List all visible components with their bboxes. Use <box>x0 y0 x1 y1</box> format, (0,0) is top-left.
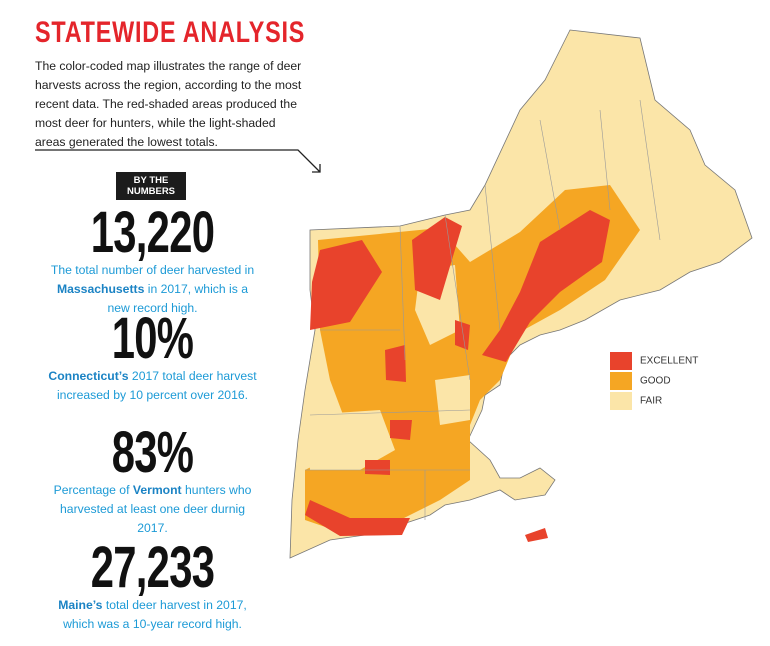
stat-figure: 13,220 <box>90 200 215 265</box>
stat-figure: 83% <box>111 420 194 485</box>
intro: The color-coded map illustrates the rang… <box>35 59 302 149</box>
stat-description: Percentage of Vermont hunters who harves… <box>45 481 260 538</box>
text: total deer harvest in 2017, which was a … <box>63 598 247 631</box>
stat: 13,220 The total number of deer harvested… <box>45 200 260 318</box>
text: in 2017, which is a new record high. <box>107 282 249 315</box>
text: 2017 total deer harvest increased by 10 … <box>56 369 257 402</box>
stat: 83% Percentage of Vermont hunters who har… <box>45 420 260 538</box>
legend: EXCELLENT GOOD FAIR <box>610 352 698 410</box>
legend-label: EXCELLENT <box>640 356 698 367</box>
pointer-arrow <box>35 149 321 173</box>
badge-line: NUMBERS <box>126 186 176 197</box>
legend-label: GOOD <box>640 376 671 387</box>
borders <box>305 99 661 520</box>
title: STATEWIDE ANALYSIS <box>35 16 306 49</box>
legend-swatch <box>610 352 632 370</box>
highlight: Massachusetts <box>56 282 145 296</box>
stat: 27,233 Maine’s total deer harvest in 2017… <box>45 535 260 634</box>
badge: BY THE NUMBERS <box>116 172 186 200</box>
stat-description: Maine’s total deer harvest in 2017, whic… <box>45 596 260 634</box>
highlight: Vermont <box>132 483 182 497</box>
text: Percentage of <box>53 483 133 497</box>
legend-swatch <box>610 392 632 410</box>
stat-description: Connecticut’s 2017 total deer harvest in… <box>45 367 260 405</box>
badge-line: BY THE <box>133 175 169 186</box>
legend-swatch <box>610 372 632 390</box>
stat-figure: 27,233 <box>90 535 215 600</box>
excellent-area <box>305 210 610 542</box>
text: The total number of deer harvested in <box>50 263 255 277</box>
highlight: Maine’s <box>58 598 103 612</box>
legend-label: FAIR <box>640 396 662 407</box>
highlight: Connecticut’s <box>48 369 129 383</box>
text: hunters who harvested at least one deer … <box>60 483 252 535</box>
stat: 10% Connecticut’s 2017 total deer harvest… <box>45 306 260 405</box>
fair-area <box>305 265 470 470</box>
stat-description: The total number of deer harvested in Ma… <box>45 261 260 318</box>
stat-figure: 10% <box>111 306 194 371</box>
